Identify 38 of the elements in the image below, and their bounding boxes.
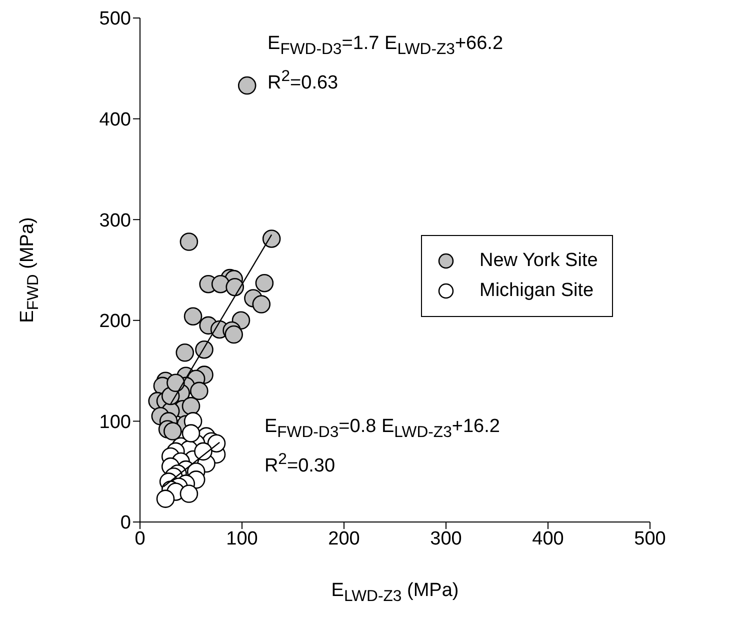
point (262, 230, 281, 248)
point (182, 424, 200, 442)
point (156, 490, 175, 508)
point (182, 396, 200, 416)
x-tick-label: 100 (226, 528, 258, 550)
point (163, 422, 182, 440)
legend-label: Michigan Site (480, 280, 594, 302)
point (224, 325, 243, 344)
y-tick-label: 200 (99, 311, 131, 332)
annotation: R$^{2}$=0.63 (268, 68, 338, 95)
annotation: E$_{FWD-D3}$=1.7 E$_{LWD-Z3}$+66.2 (268, 33, 504, 59)
point (252, 295, 271, 314)
point (255, 274, 274, 292)
x-tick-label: 200 (328, 528, 360, 550)
x-tick-label: 300 (430, 528, 462, 550)
point (176, 344, 194, 362)
point (226, 278, 244, 296)
legend-label: New York Site (480, 250, 598, 272)
point (180, 232, 198, 251)
point (180, 484, 198, 503)
point (194, 442, 212, 461)
x-tick-label: 400 (532, 528, 564, 550)
y-tick-label: 100 (99, 412, 131, 433)
y-tick-label: 500 (99, 8, 131, 30)
y-tick-label: 400 (99, 110, 131, 131)
annotation: R$^{2}$=0.30 (264, 451, 336, 478)
point (211, 274, 230, 294)
point (190, 382, 208, 400)
x-tick-label: 0 (134, 528, 146, 550)
point (166, 374, 185, 392)
point (184, 307, 202, 326)
x-tick-label: 500 (634, 528, 666, 550)
annotation: E$_{FWD-D3}$=0.8 E$_{LWD-Z3}$+16.2 (264, 416, 500, 442)
y-tick-label: 300 (99, 210, 131, 232)
point (195, 340, 214, 359)
y-tick-label: 0 (120, 512, 131, 534)
point (238, 76, 256, 95)
x-axis-title: E$_{LWD-Z3}$ (MPa) (331, 580, 459, 606)
